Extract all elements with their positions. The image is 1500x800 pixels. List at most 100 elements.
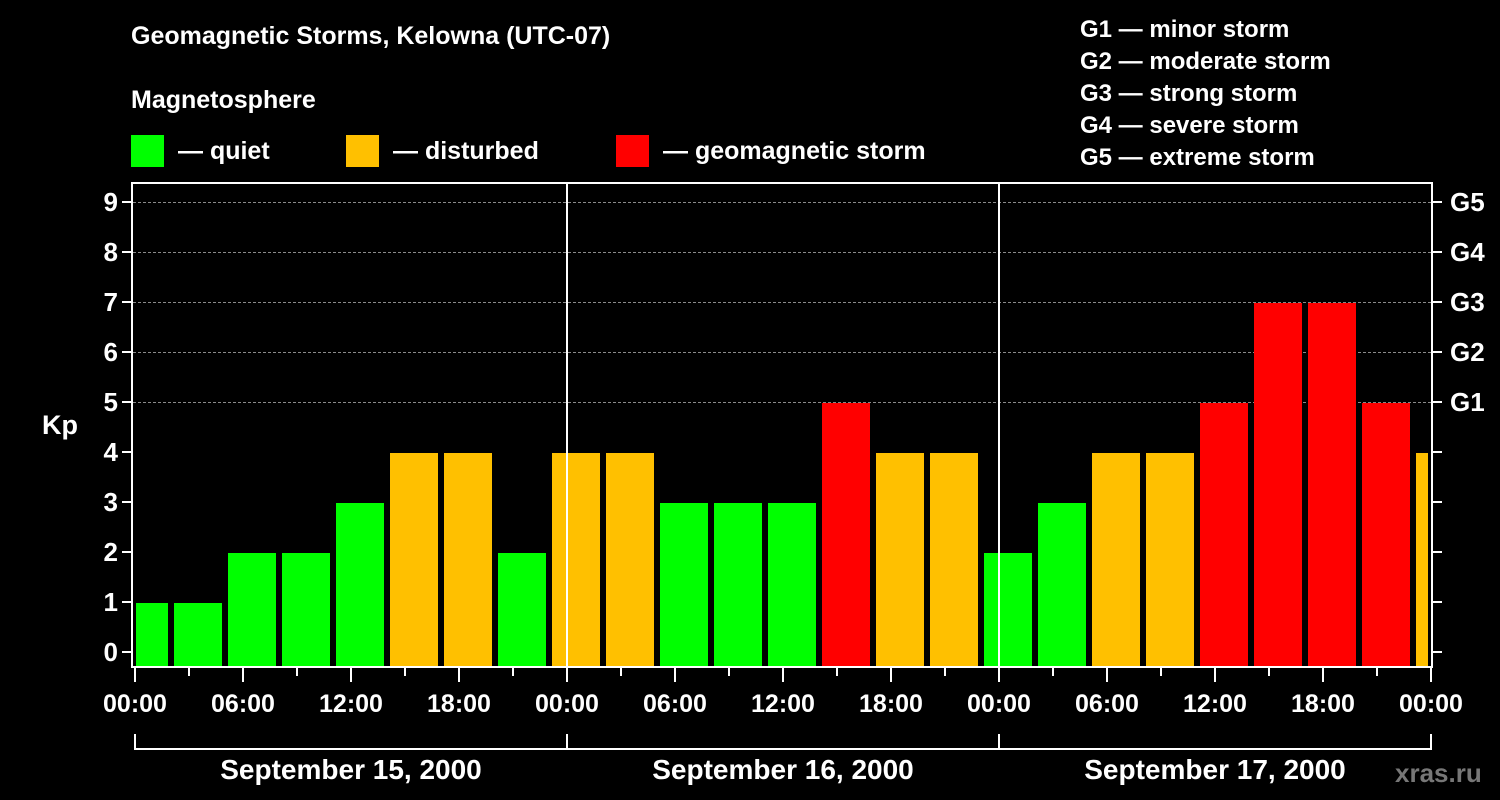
- y-tick-left: [122, 651, 131, 653]
- x-tick-major: [1106, 668, 1108, 682]
- x-tick-minor: [296, 668, 298, 676]
- x-tick-label: 00:00: [103, 690, 167, 718]
- kp-bar: [1200, 403, 1248, 667]
- legend-label-storm: — geomagnetic storm: [663, 136, 926, 165]
- x-tick-label: 12:00: [751, 690, 815, 718]
- kp-bar: [174, 603, 222, 667]
- legend-quiet: — quiet: [131, 134, 270, 168]
- date-bracket-tick: [134, 734, 136, 750]
- x-tick-label: 00:00: [967, 690, 1031, 718]
- x-tick-label: 00:00: [1399, 690, 1463, 718]
- gridline: [133, 402, 1431, 403]
- x-tick-major: [1322, 668, 1324, 682]
- y-tick-label: 2: [103, 537, 118, 567]
- y-tick-label: 3: [103, 487, 118, 517]
- y-tick-left: [122, 501, 131, 503]
- g-legend-item: G3 — strong storm: [1080, 80, 1298, 107]
- kp-bar: [228, 553, 276, 667]
- x-tick-minor: [728, 668, 730, 676]
- y-tick-left: [122, 251, 131, 253]
- x-tick-label: 12:00: [319, 690, 383, 718]
- date-bracket-tick: [998, 734, 1000, 750]
- x-tick-label: 18:00: [1291, 690, 1355, 718]
- kp-bar: [282, 553, 330, 667]
- x-tick-minor: [836, 668, 838, 676]
- kp-bar: [336, 503, 384, 667]
- date-label: September 17, 2000: [1084, 754, 1346, 785]
- kp-bar: [660, 503, 708, 667]
- y-tick-left: [122, 401, 131, 403]
- x-tick-minor: [188, 668, 190, 676]
- x-tick-label: 06:00: [211, 690, 275, 718]
- y-tick-right: [1433, 451, 1442, 453]
- x-tick-major: [998, 668, 1000, 682]
- x-tick-minor: [1052, 668, 1054, 676]
- x-tick-major: [566, 668, 568, 682]
- y-tick-left: [122, 351, 131, 353]
- kp-bar: [984, 553, 1032, 667]
- x-tick-minor: [404, 668, 406, 676]
- y-tick-label: 8: [103, 237, 118, 267]
- kp-bar: [1254, 303, 1302, 667]
- kp-bar: [1362, 403, 1410, 667]
- g-tick-label: G2: [1450, 337, 1485, 367]
- y-tick-left: [122, 551, 131, 553]
- y-axis-label: Kp: [42, 410, 78, 440]
- kp-bar: [1146, 453, 1194, 667]
- g-legend-item: G1 — minor storm: [1080, 16, 1290, 43]
- x-tick-major: [674, 668, 676, 682]
- x-tick-major: [1430, 668, 1432, 682]
- y-tick-label: 4: [103, 437, 118, 467]
- y-tick-left: [122, 201, 131, 203]
- y-tick-label: 5: [103, 387, 118, 417]
- date-bracket: [135, 748, 1431, 750]
- y-tick-left: [122, 301, 131, 303]
- day-separator: [566, 182, 568, 668]
- kp-bar: [606, 453, 654, 667]
- legend-swatch-disturbed: [346, 135, 379, 167]
- y-tick-right: [1433, 551, 1442, 553]
- y-tick-label: 7: [103, 287, 118, 317]
- kp-bar: [930, 453, 978, 667]
- g-tick-label: G1: [1450, 387, 1485, 417]
- kp-bar: [390, 453, 438, 667]
- g-legend-item: G5 — extreme storm: [1080, 144, 1315, 171]
- x-tick-major: [242, 668, 244, 682]
- gridline: [133, 252, 1431, 253]
- gridline: [133, 302, 1431, 303]
- y-tick-label: 6: [103, 337, 118, 367]
- watermark: xras.ru: [1395, 758, 1482, 788]
- x-tick-minor: [944, 668, 946, 676]
- y-tick-right: [1433, 301, 1442, 303]
- kp-bar: [1416, 453, 1428, 667]
- x-tick-minor: [620, 668, 622, 676]
- x-tick-major: [782, 668, 784, 682]
- kp-bar: [714, 503, 762, 667]
- kp-bar: [822, 403, 870, 667]
- y-tick-right: [1433, 651, 1442, 653]
- g-tick-label: G5: [1450, 187, 1485, 217]
- y-tick-right: [1433, 501, 1442, 503]
- kp-bar: [1308, 303, 1356, 667]
- x-tick-label: 06:00: [1075, 690, 1139, 718]
- y-tick-left: [122, 601, 131, 603]
- y-tick-right: [1433, 601, 1442, 603]
- x-tick-major: [134, 668, 136, 682]
- legend-swatch-storm: [616, 135, 649, 167]
- x-tick-label: 12:00: [1183, 690, 1247, 718]
- g-tick-label: G4: [1450, 237, 1485, 267]
- x-tick-major: [458, 668, 460, 682]
- kp-bar: [768, 503, 816, 667]
- y-tick-label: 0: [103, 637, 118, 667]
- date-label: September 16, 2000: [652, 754, 914, 785]
- legend-swatch-quiet: [131, 135, 164, 167]
- g-scale-legend: G1 — minor storm G2 — moderate storm G3 …: [1080, 14, 1331, 174]
- g-tick-label: G3: [1450, 287, 1485, 317]
- chart-title: Geomagnetic Storms, Kelowna (UTC-07): [131, 22, 611, 50]
- g-legend-item: G2 — moderate storm: [1080, 48, 1331, 75]
- legend-label-quiet: — quiet: [178, 136, 270, 165]
- y-tick-right: [1433, 251, 1442, 253]
- date-label: September 15, 2000: [220, 754, 482, 785]
- y-tick-right: [1433, 351, 1442, 353]
- x-tick-label: 18:00: [427, 690, 491, 718]
